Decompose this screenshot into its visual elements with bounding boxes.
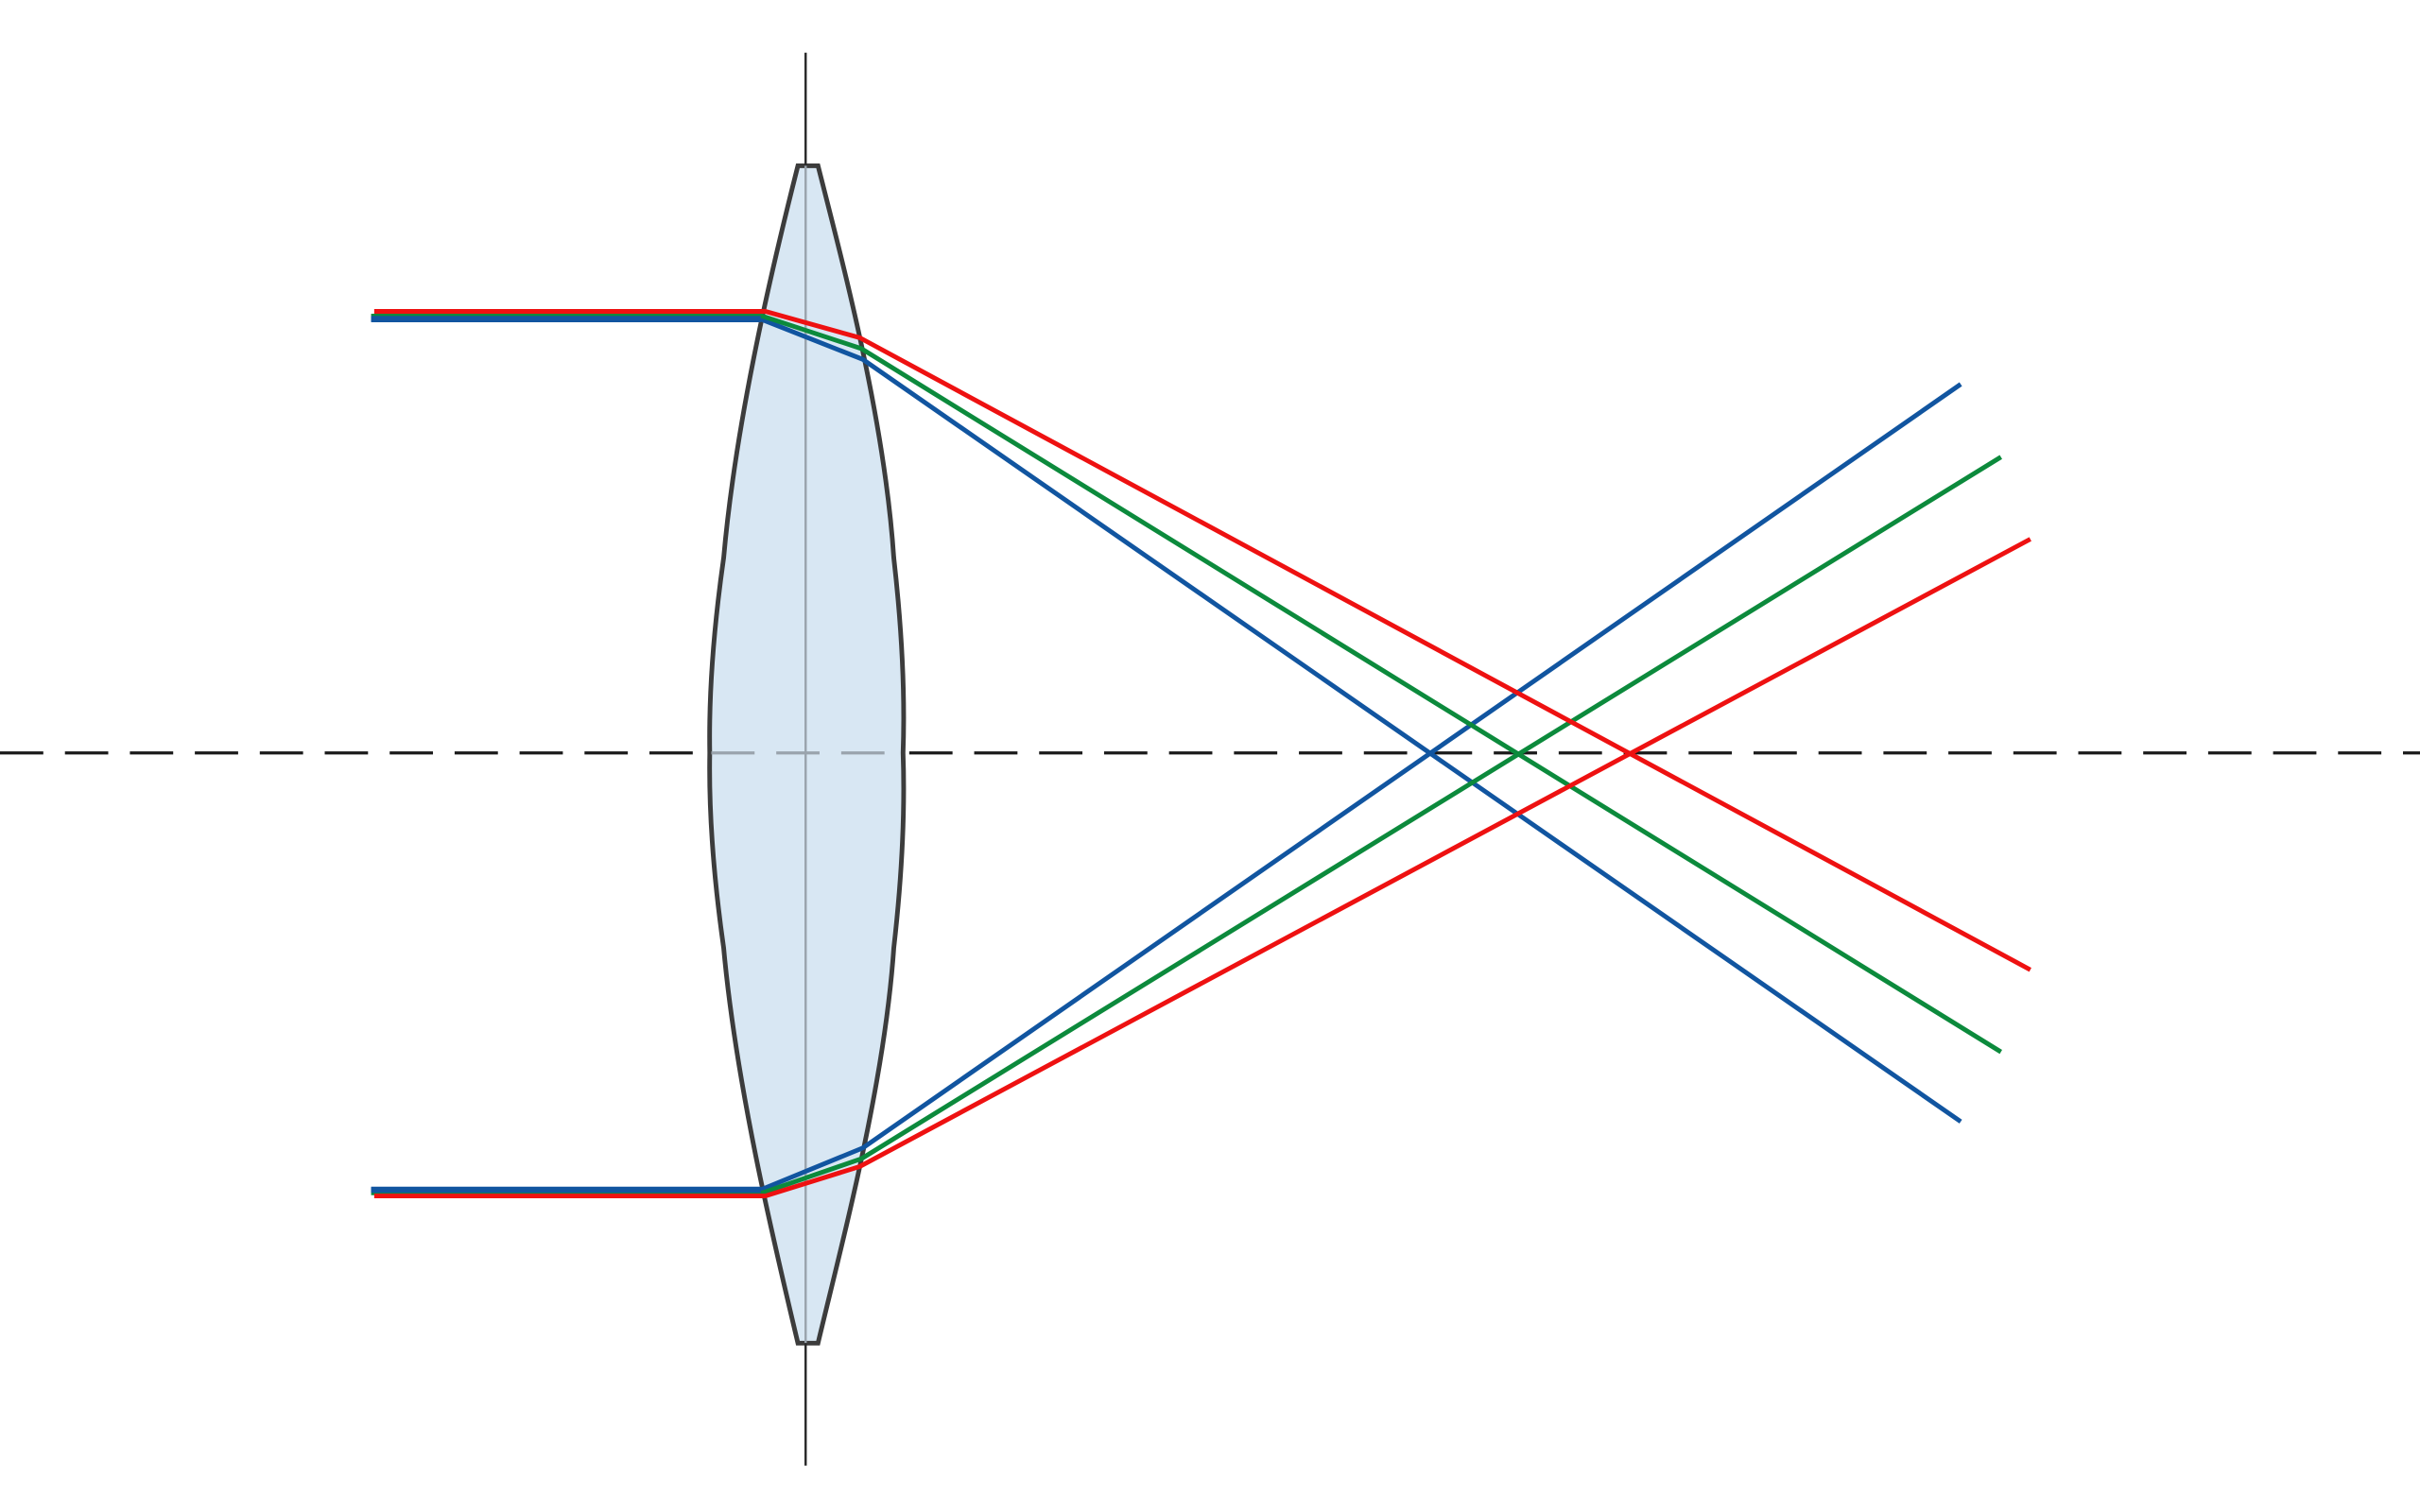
red-rays bbox=[373, 309, 2031, 1199]
red-ray-upper bbox=[373, 309, 2031, 972]
red-ray-lower bbox=[373, 537, 2031, 1199]
